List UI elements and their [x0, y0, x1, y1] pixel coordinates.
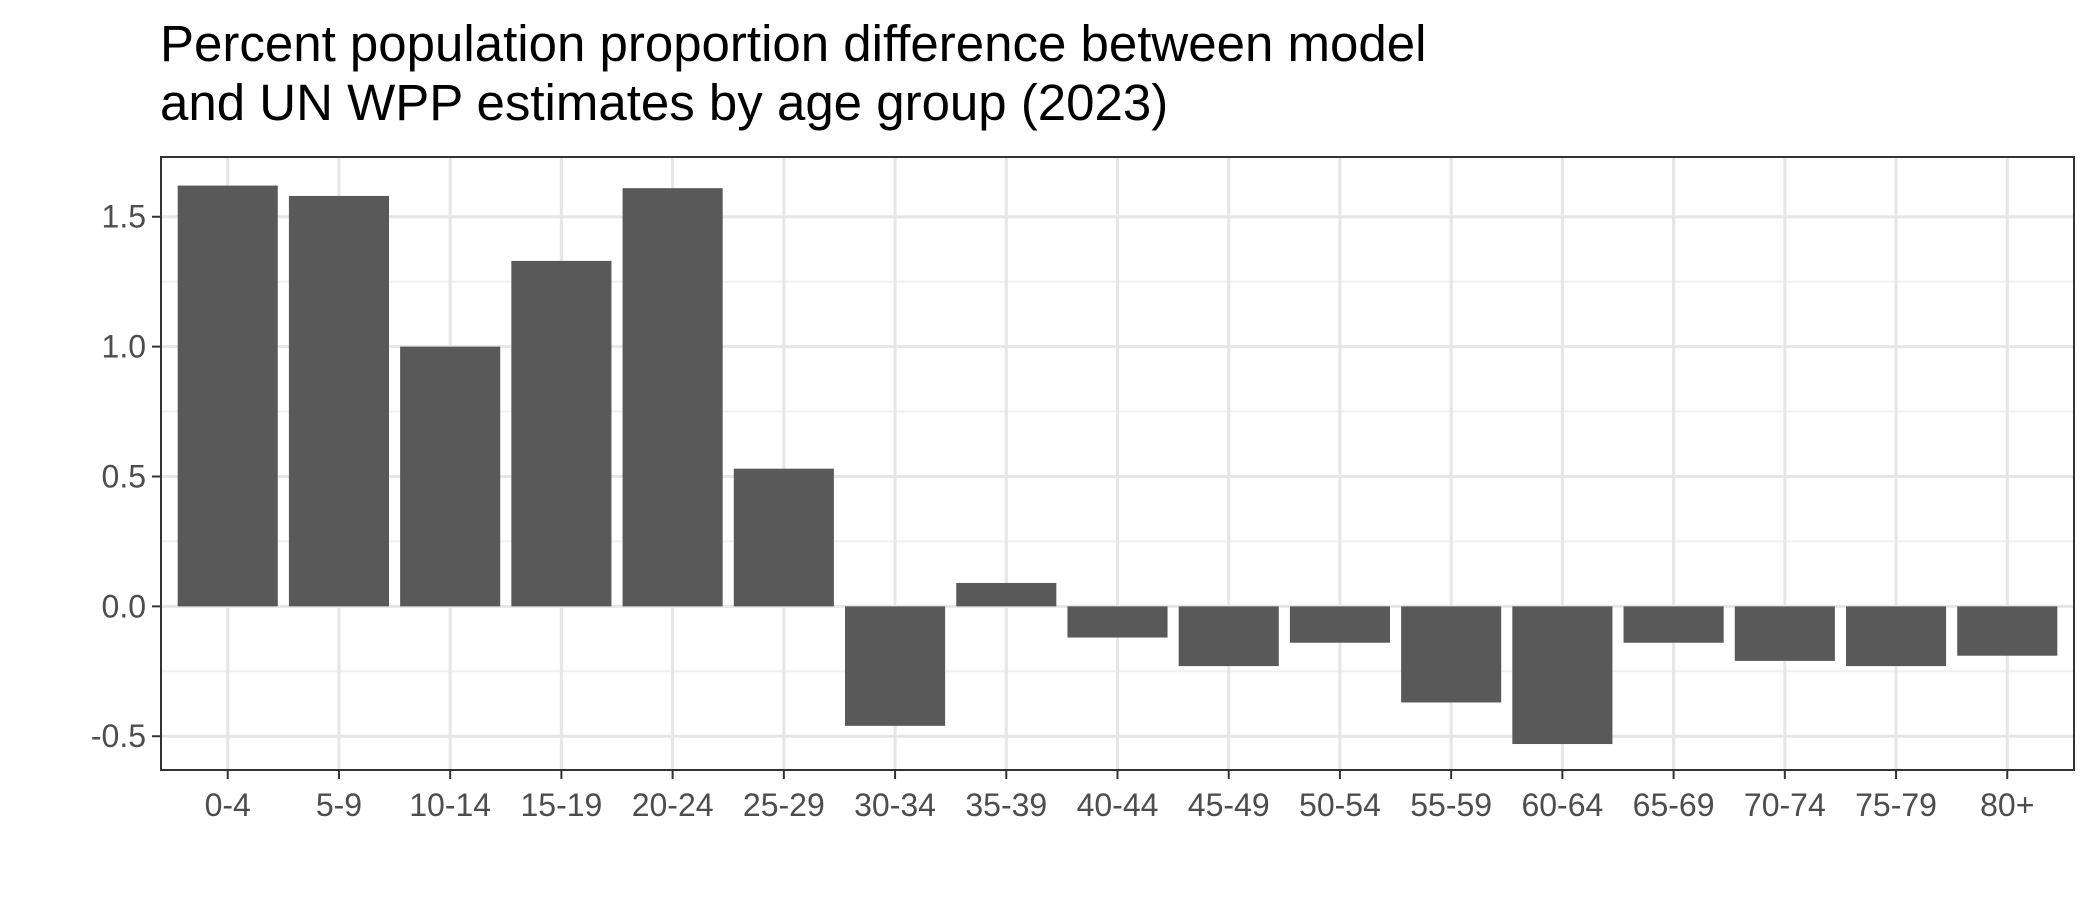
bar-50-54 — [1289, 606, 1390, 643]
x-tick-label: 55-59 — [1410, 787, 1492, 823]
bar-80+ — [1957, 606, 2058, 656]
x-tick-label: 0-4 — [205, 787, 251, 823]
chart-title-line-2: and UN WPP estimates by age group (2023) — [160, 74, 1169, 131]
bars — [177, 185, 2058, 745]
x-tick-label: 65-69 — [1633, 787, 1715, 823]
bar-75-79 — [1845, 606, 1947, 667]
x-tick-label: 60-64 — [1521, 787, 1603, 823]
chart-title-line-1: Percent population proportion difference… — [160, 15, 1427, 72]
bar-45-49 — [1178, 606, 1279, 667]
bar-60-64 — [1512, 606, 1613, 745]
x-tick-label: 80+ — [1980, 787, 2034, 823]
bar-65-69 — [1623, 606, 1724, 643]
y-tick-label: 1.0 — [102, 329, 146, 365]
chart-title: Percent population proportion difference… — [160, 14, 1426, 132]
x-tick-label: 5-9 — [316, 787, 362, 823]
bar-35-39 — [956, 582, 1057, 607]
x-tick-label: 15-19 — [520, 787, 602, 823]
x-tick-label: 40-44 — [1077, 787, 1159, 823]
bar-55-59 — [1401, 606, 1502, 703]
y-tick-label: -0.5 — [91, 718, 146, 754]
x-tick-label: 70-74 — [1744, 787, 1826, 823]
bar-5-9 — [288, 195, 390, 607]
bar-15-19 — [511, 260, 612, 607]
x-tick-label: 30-34 — [854, 787, 936, 823]
bar-20-24 — [622, 188, 723, 607]
y-tick-label: 0.0 — [102, 588, 146, 624]
x-tick-label: 50-54 — [1299, 787, 1381, 823]
bar-30-34 — [845, 606, 946, 726]
x-axis: 0-4 5-9 10-14 15-19 20-24 25-29 30-34 35-39 40-4… — [205, 770, 2034, 823]
x-tick-label: 75-79 — [1855, 787, 1937, 823]
bar-25-29 — [733, 468, 834, 607]
bar-0-4 — [177, 185, 278, 607]
bar-40-44 — [1067, 606, 1168, 638]
x-tick-label: 10-14 — [409, 787, 491, 823]
y-tick-label: 1.5 — [102, 199, 146, 235]
x-tick-label: 35-39 — [965, 787, 1047, 823]
x-tick-label: 20-24 — [632, 787, 714, 823]
y-tick-label: 0.5 — [102, 458, 146, 494]
y-axis: -0.5 0.0 0.5 1.0 1.5 — [91, 199, 161, 754]
major-gridlines — [161, 157, 2074, 770]
x-tick-label: 45-49 — [1188, 787, 1270, 823]
bar-70-74 — [1734, 606, 1835, 661]
bar-10-14 — [400, 346, 501, 607]
x-tick-label: 25-29 — [743, 787, 825, 823]
